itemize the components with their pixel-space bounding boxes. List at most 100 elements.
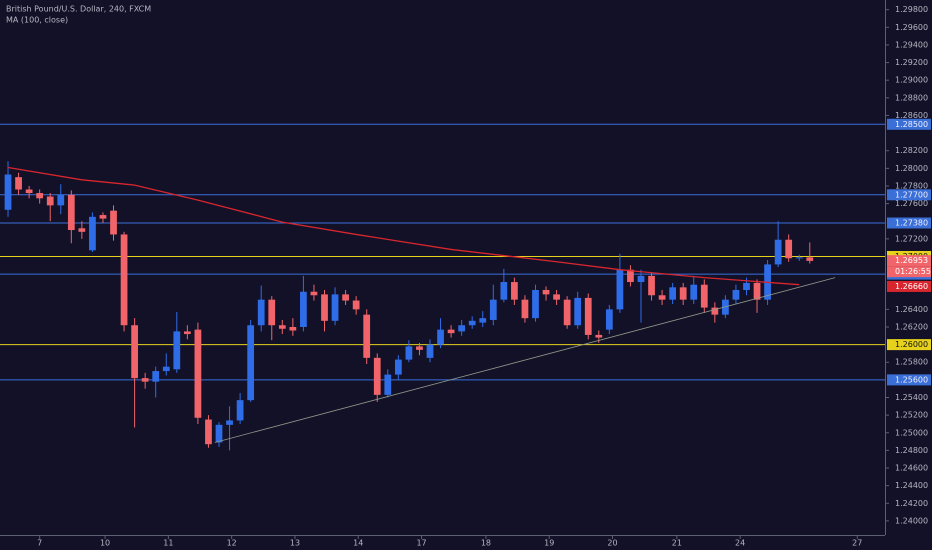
x-tick-label: 10 [100, 539, 110, 548]
candle-body [25, 189, 33, 194]
candle-body [226, 420, 233, 425]
candle-body [257, 299, 265, 326]
candle-body [648, 275, 655, 296]
candle-body [131, 325, 138, 379]
level-label: 1.26000 [895, 340, 928, 349]
candle-body [194, 329, 202, 418]
candle-body [532, 289, 539, 319]
y-tick-label: 1.25400 [895, 393, 928, 402]
candle-body [447, 329, 455, 334]
candle-body [774, 239, 782, 265]
candle-body [278, 325, 286, 329]
countdown: 01:26:55 [895, 267, 931, 276]
candle-body [690, 284, 698, 300]
candle-body [78, 228, 86, 232]
chart-title: British Pound/U.S. Dollar, 240, FXCM [6, 5, 151, 14]
candle-body [289, 326, 297, 331]
candle-body [416, 346, 423, 350]
candle-body [394, 359, 402, 375]
candle-body [637, 275, 645, 283]
candle-body [67, 194, 75, 231]
y-tick-label: 1.24400 [895, 481, 928, 490]
candle-body [152, 371, 160, 382]
candle-body [247, 325, 255, 401]
candle-body [468, 320, 476, 326]
x-tick-label: 12 [227, 539, 237, 548]
level-label-box [887, 217, 931, 229]
ma-line [7, 166, 800, 286]
level-label: 1.27380 [895, 218, 928, 227]
trendline [214, 277, 836, 443]
ma-label-box [887, 280, 931, 292]
candle-body [627, 269, 634, 283]
level-label-box [887, 189, 931, 201]
candle-body [511, 282, 518, 300]
x-tick-label: 21 [672, 539, 682, 548]
y-tick-label: 1.26200 [895, 322, 928, 331]
candle-body [700, 284, 708, 308]
candle-body [426, 344, 434, 358]
candle-body [711, 307, 719, 315]
candle-body [110, 210, 117, 235]
x-tick-label: 27 [852, 539, 862, 548]
price-label: 1.26953 [895, 256, 928, 265]
y-tick-label: 1.29000 [895, 76, 928, 85]
candle-body [743, 282, 750, 290]
candle-body [215, 424, 223, 443]
candle-body [141, 378, 149, 382]
candle-body [669, 287, 677, 300]
countdown-box [887, 266, 931, 278]
x-tick-label: 20 [607, 539, 617, 548]
y-tick-label: 1.25800 [895, 358, 928, 367]
candle-body [310, 291, 318, 296]
x-tick-label: 17 [416, 539, 426, 548]
candle-body [205, 419, 212, 445]
candle-body [806, 257, 814, 261]
y-tick-label: 1.25200 [895, 411, 928, 420]
candle-body [173, 331, 181, 370]
y-tick-label: 1.29600 [895, 23, 928, 32]
level-label-box [887, 339, 931, 351]
candle-body [595, 334, 603, 338]
x-tick-label: 11 [163, 539, 173, 548]
y-tick-label: 1.26400 [895, 305, 928, 314]
candle-body [46, 196, 54, 206]
level-label: 1.27700 [895, 190, 928, 199]
y-tick-label: 1.24600 [895, 464, 928, 473]
candle-body [479, 318, 487, 323]
candle-body [563, 299, 571, 326]
candle-body [236, 400, 244, 421]
candle-body [342, 294, 349, 301]
level-label-box [887, 118, 931, 130]
y-tick-label: 1.25000 [895, 428, 928, 437]
candle-body [15, 177, 22, 190]
y-tick-label: 1.28800 [895, 93, 928, 102]
y-tick-label: 1.27600 [895, 199, 928, 208]
candle-body [753, 282, 761, 300]
candle-body [268, 299, 276, 326]
x-tick-label: 19 [544, 539, 554, 548]
x-tick-label: 18 [481, 539, 491, 548]
candle-body [300, 291, 307, 327]
candle-body [616, 269, 624, 310]
y-tick-label: 1.24000 [895, 516, 928, 525]
candle-body [584, 297, 592, 335]
candle-body [36, 193, 44, 199]
candle-body [574, 297, 582, 326]
candle-body [120, 234, 128, 326]
y-tick-label: 1.29400 [895, 40, 928, 49]
candle-body [384, 374, 392, 395]
x-tick-label: 24 [735, 539, 745, 548]
candle-body [352, 300, 360, 310]
x-tick-label: 7 [37, 539, 42, 548]
candle-body [679, 287, 687, 300]
candle-body [57, 194, 65, 206]
candle-body [553, 294, 560, 300]
indicator-legend: MA (100, close) [6, 16, 68, 25]
candle-body [321, 294, 328, 321]
candle-body [785, 239, 793, 259]
candle-body [4, 174, 12, 210]
level-label: 1.25600 [895, 375, 928, 384]
